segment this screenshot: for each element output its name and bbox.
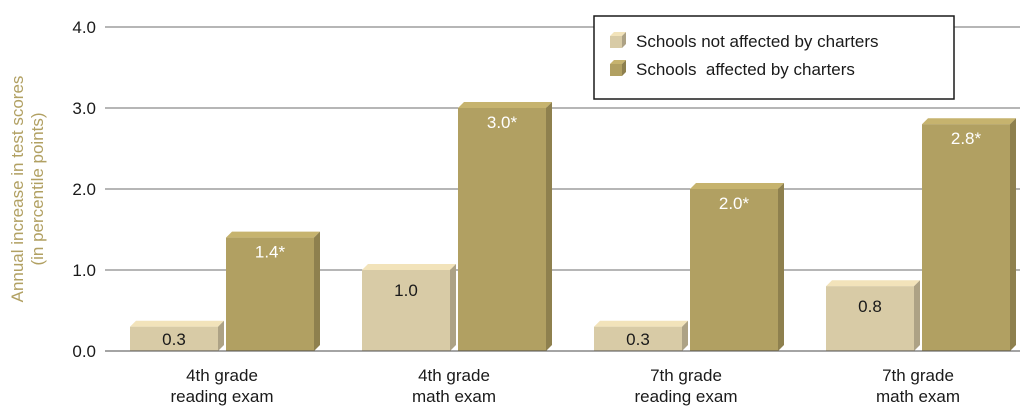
y-axis-label: Annual increase in test scores [8,76,27,303]
bar [690,189,778,351]
bar-top [458,102,552,108]
data-label: 2.8* [951,129,982,148]
data-label: 1.0 [394,281,418,300]
x-category-label: math exam [876,387,960,406]
bar-side [682,320,688,351]
bar-top [594,320,688,327]
data-label: 2.0* [719,194,750,213]
x-category-label: 4th grade [418,366,490,385]
x-category-label: 4th grade [186,366,258,385]
y-tick-label: 1.0 [72,261,96,280]
data-label: 3.0* [487,113,518,132]
y-tick-label: 3.0 [72,99,96,118]
bar [458,108,546,351]
bar [826,286,914,351]
bar-side [778,183,784,351]
x-category-label: reading exam [170,387,273,406]
y-tick-label: 2.0 [72,180,96,199]
bar-top [362,264,456,270]
bar-side [218,320,224,351]
bar-side [914,280,920,351]
bar [226,237,314,351]
bar-top [130,320,224,327]
legend-swatch-side [622,32,626,48]
bar-top [690,183,784,189]
y-axis-label: (in percentile points) [28,112,47,265]
legend-label: Schools affected by charters [636,60,855,79]
bar [594,326,682,351]
data-label: 0.3 [162,330,186,349]
x-category-label: math exam [412,387,496,406]
series-0: 0.3 1.0 0.3 0.8 [130,264,920,351]
data-label: 0.8 [858,297,882,316]
legend-box [593,15,955,100]
bar-side [450,264,456,351]
y-tick-label: 4.0 [72,18,96,37]
legend-swatch [610,36,622,48]
legend-swatch-side [622,60,626,76]
x-category-label: reading exam [634,387,737,406]
bar [922,124,1010,351]
bar [362,270,450,351]
legend-swatch-top [610,32,626,36]
bar-side [546,102,552,351]
bar-side [1010,118,1016,351]
legend-swatch [610,64,622,76]
bar-top [226,231,320,238]
bar-top [826,280,920,287]
legend-label: Schools not affected by charters [636,32,879,51]
legend-swatch-top [610,60,626,64]
x-category-label: 7th grade [650,366,722,385]
bar [130,326,218,351]
bar-side [314,231,320,351]
data-label: 1.4* [255,243,286,262]
data-label: 0.3 [626,330,650,349]
bar-top [922,118,1016,125]
x-category-label: 7th grade [882,366,954,385]
series-1: 1.4* 3.0* 2.0* 2.8* [226,102,1016,351]
y-tick-label: 0.0 [72,342,96,361]
legend: Schools not affected by charters Schools … [593,15,955,100]
